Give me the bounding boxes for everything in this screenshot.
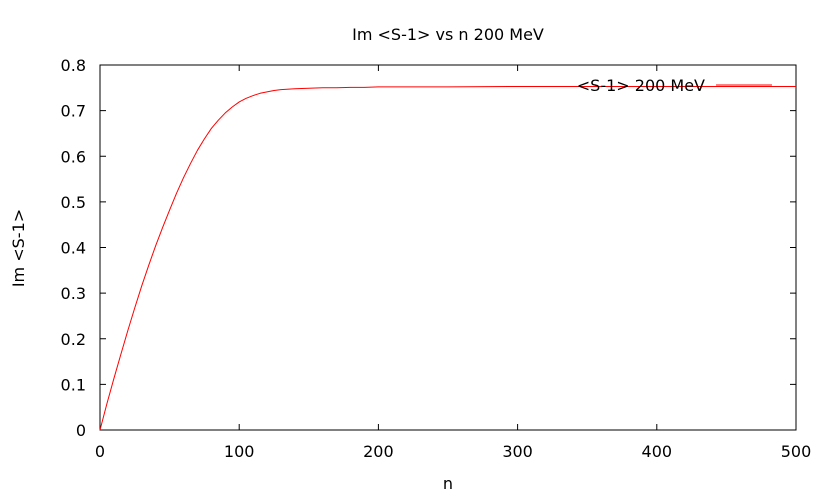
- y-tick-label: 0.5: [61, 193, 86, 212]
- x-tick-label: 500: [781, 442, 812, 461]
- y-tick-label: 0.6: [61, 147, 86, 166]
- x-axis-label: n: [443, 474, 453, 493]
- x-tick-label: 200: [363, 442, 394, 461]
- y-tick-label: 0.1: [61, 375, 86, 394]
- x-tick-label: 400: [642, 442, 673, 461]
- x-tick-label: 0: [95, 442, 105, 461]
- series-layer: [99, 85, 796, 431]
- series-line: [99, 85, 796, 431]
- x-tick-label: 100: [224, 442, 255, 461]
- ticks-layer: 0 100 200 300 400 500 0 0.1 0.2 0.3 0.4 0.5 0.6 0.7 0.…: [61, 56, 812, 461]
- legend-label: <S-1> 200 MeV: [577, 76, 705, 95]
- chart-title: Im <S-1> vs n 200 MeV: [352, 25, 544, 44]
- y-tick-label: 0: [76, 421, 86, 440]
- x-tick-label: 300: [502, 442, 533, 461]
- y-tick-label: 0.3: [61, 284, 86, 303]
- legend: <S-1> 200 MeV: [577, 76, 772, 95]
- y-tick-label: 0.4: [61, 239, 86, 258]
- y-tick-label: 0.2: [61, 330, 86, 349]
- y-axis-label: Im <S-1>: [9, 209, 28, 287]
- y-tick-label: 0.8: [61, 56, 86, 75]
- y-tick-label: 0.7: [61, 102, 86, 121]
